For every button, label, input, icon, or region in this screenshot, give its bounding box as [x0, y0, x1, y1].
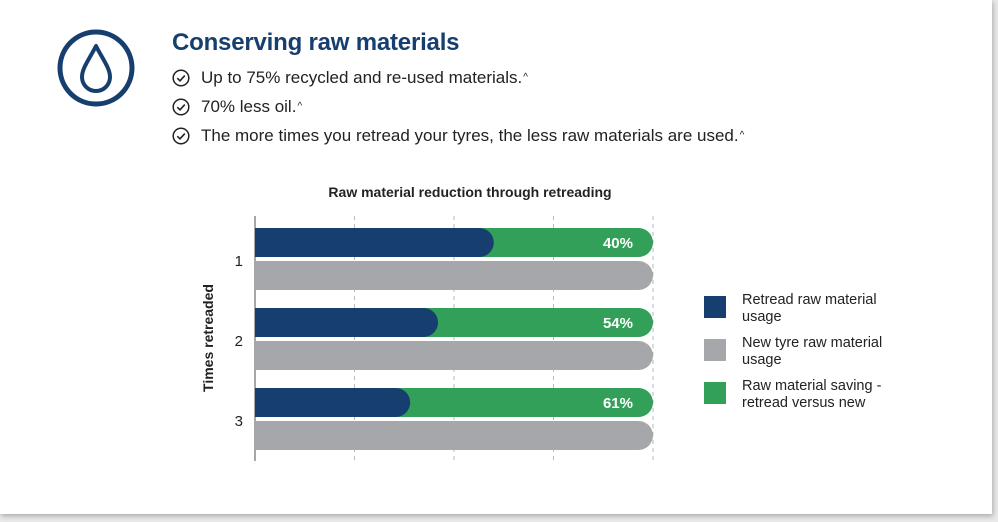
footnote-mark: ^	[523, 72, 528, 83]
legend-item-retread-usage: Retread raw material usage	[704, 292, 917, 326]
y-axis-label: Times retreaded	[200, 284, 216, 392]
legend-swatch	[704, 382, 726, 404]
benefit-item: Up to 75% recycled and re-used materials…	[172, 63, 744, 92]
content-card: Conserving raw materials Up to 75% recyc…	[0, 0, 992, 514]
new-tyre-usage-bar	[255, 421, 653, 450]
legend-label: New tyre raw material usage	[742, 335, 883, 368]
data-label: 61%	[603, 395, 633, 412]
check-circle-icon	[172, 126, 190, 145]
legend-label: Raw material saving - retread versus new	[742, 378, 882, 411]
footnote-mark: ^	[297, 101, 303, 112]
retread-usage-bar	[255, 228, 494, 257]
new-tyre-usage-bar	[255, 341, 653, 370]
bar-chart: Times retreaded 40% 1 54% 2 61% 3	[200, 216, 654, 461]
page-title: Conserving raw materials	[172, 29, 460, 56]
retread-usage-bar	[255, 388, 411, 417]
check-circle-icon	[172, 97, 190, 116]
legend-item-new-tyre-usage: New tyre raw material usage	[704, 335, 917, 369]
benefit-text: Up to 75% recycled and re-used materials…	[201, 67, 523, 87]
y-tick-label: 2	[235, 333, 243, 350]
benefit-text: The more times you retread your tyres, t…	[201, 125, 739, 145]
benefit-item: 70% less oil. ^	[172, 92, 744, 121]
y-tick-label: 3	[235, 413, 243, 430]
benefit-list: Up to 75% recycled and re-used materials…	[172, 63, 744, 150]
footnote-mark: ^	[739, 130, 745, 141]
new-tyre-usage-bar	[255, 261, 653, 290]
benefit-text: 70% less oil.	[201, 96, 297, 116]
data-label: 40%	[603, 235, 633, 252]
benefit-item: The more times you retread your tyres, t…	[172, 121, 744, 150]
data-label: 54%	[603, 315, 633, 332]
legend-swatch	[704, 339, 726, 361]
legend-swatch	[704, 296, 726, 318]
check-circle-icon	[172, 68, 190, 87]
legend-label: Retread raw material usage	[742, 292, 877, 325]
legend-item-saving: Raw material saving - retread versus new	[704, 378, 917, 412]
y-tick-label: 1	[235, 253, 243, 270]
retread-usage-bar	[255, 308, 439, 337]
water-drop-icon	[57, 29, 135, 107]
chart-title: Raw material reduction through retreadin…	[328, 184, 612, 200]
chart-legend: Retread raw material usage New tyre raw …	[704, 292, 917, 421]
